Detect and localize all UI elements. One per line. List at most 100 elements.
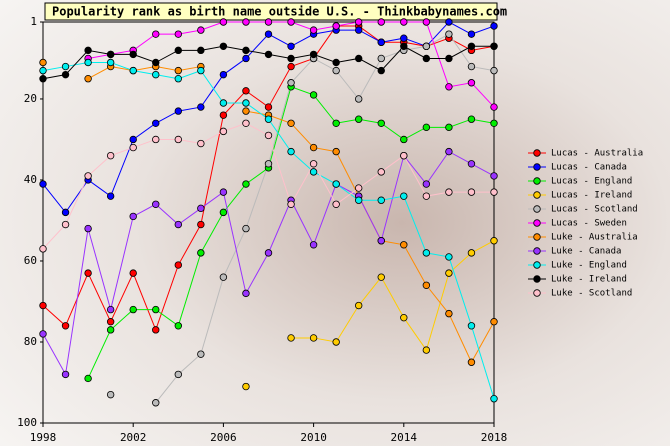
point (422, 42, 431, 51)
point (355, 54, 363, 63)
point (84, 58, 92, 67)
point (152, 200, 160, 208)
x-tick-label: 2006 (210, 431, 237, 444)
point (490, 22, 498, 30)
y-tick-label: 20 (24, 92, 37, 105)
point (422, 249, 431, 257)
point (152, 58, 160, 67)
point (174, 261, 182, 269)
point (445, 309, 453, 318)
point (355, 18, 363, 26)
point (377, 119, 385, 127)
legend-marker (533, 275, 541, 283)
point (106, 318, 115, 326)
legend-marker (533, 163, 541, 171)
point (332, 200, 340, 208)
point (355, 26, 363, 34)
point (377, 168, 385, 176)
point (242, 107, 250, 115)
point (106, 58, 115, 67)
point (400, 151, 408, 160)
point (174, 46, 182, 55)
point (400, 241, 408, 249)
point (467, 79, 476, 87)
point (129, 66, 137, 75)
point (332, 22, 340, 30)
point (467, 188, 476, 196)
point (84, 374, 92, 383)
legend-marker (533, 219, 541, 227)
point (445, 188, 453, 196)
point (242, 289, 250, 298)
point (287, 62, 295, 71)
point (377, 237, 385, 245)
point (445, 123, 453, 132)
point (400, 18, 408, 26)
legend-marker (533, 191, 541, 199)
legend-marker (533, 247, 541, 255)
series-line (291, 240, 495, 352)
legend-label: Lucas - Scotland (551, 205, 638, 215)
point (400, 192, 408, 200)
point (219, 99, 228, 107)
legend-label: Luke - England (551, 261, 627, 271)
point (106, 305, 115, 314)
point (445, 30, 453, 38)
point (106, 192, 115, 200)
point (264, 160, 273, 168)
point (264, 249, 273, 257)
point (219, 111, 228, 119)
point (152, 70, 160, 79)
point (242, 119, 250, 127)
point (219, 188, 228, 196)
point (377, 66, 385, 75)
point (219, 42, 228, 51)
point (264, 18, 273, 26)
point (445, 269, 453, 277)
point (264, 131, 273, 140)
point (490, 237, 498, 245)
point (106, 390, 115, 399)
legend-marker (533, 177, 541, 185)
point (61, 370, 70, 379)
point (309, 91, 318, 99)
point (377, 54, 385, 63)
point (490, 42, 498, 51)
point (422, 192, 431, 200)
point (400, 313, 408, 322)
point (106, 50, 115, 59)
point (61, 62, 70, 71)
point (355, 95, 363, 103)
point (152, 326, 160, 334)
point (287, 42, 295, 51)
point (467, 62, 476, 71)
point (152, 305, 160, 314)
point (422, 54, 431, 63)
point (445, 18, 453, 26)
legend-marker (533, 205, 541, 213)
legend-label: Luke - Australia (551, 233, 638, 243)
point (84, 269, 92, 277)
point (61, 70, 70, 79)
point (242, 180, 250, 188)
point (332, 338, 340, 346)
point (39, 330, 47, 338)
point (242, 87, 250, 95)
y-tick-label: 100 (17, 416, 37, 429)
point (174, 30, 182, 38)
point (197, 66, 205, 75)
point (287, 18, 295, 26)
point (61, 220, 70, 229)
point (129, 143, 137, 152)
point (129, 135, 137, 144)
point (39, 75, 47, 83)
point (242, 46, 250, 55)
y-tick-label: 60 (24, 254, 37, 267)
legend-label: Lucas - Canada (551, 163, 627, 173)
point (197, 350, 205, 358)
point (445, 83, 453, 91)
point (106, 151, 115, 160)
point (264, 103, 273, 111)
point (84, 75, 92, 83)
